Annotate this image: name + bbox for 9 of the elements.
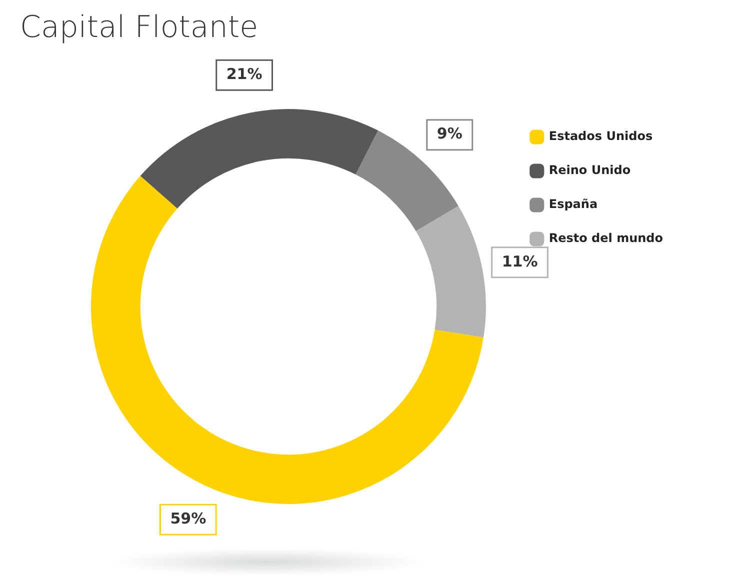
chart-title: Capital Flotante (19, 9, 260, 47)
legend-label: España (548, 197, 598, 212)
legend-label: Reino Unido (548, 163, 631, 178)
legend-label: Resto del mundo (548, 231, 663, 246)
data-label: 21% (226, 65, 262, 84)
data-label: 9% (436, 124, 462, 143)
data-label: 59% (170, 509, 206, 528)
legend-label: Estados Unidos (548, 129, 653, 144)
data-label: 11% (502, 252, 538, 270)
